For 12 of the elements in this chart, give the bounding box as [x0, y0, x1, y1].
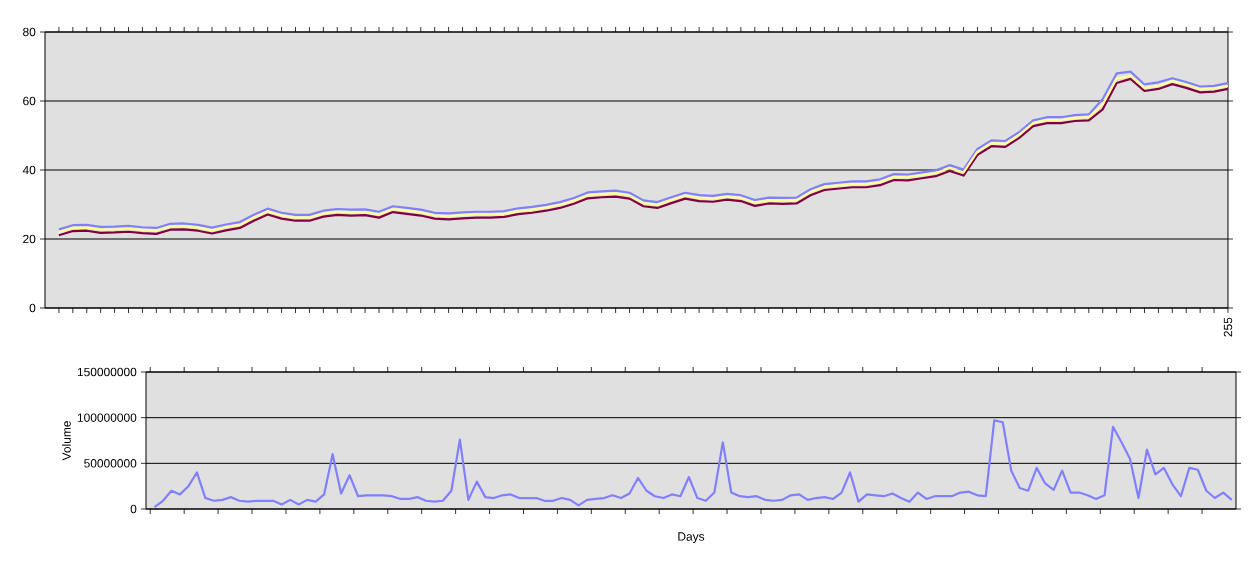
y-tick-label: 60 — [23, 96, 36, 106]
y-tick-label: 150000000 — [77, 367, 137, 377]
y-tick-label: 80 — [23, 27, 36, 37]
y-tick-label: 0 — [130, 504, 137, 514]
y-tick-label: 100000000 — [77, 413, 137, 422]
x-tick-label: 255 — [1223, 317, 1233, 337]
x-axis-title: Days — [678, 532, 705, 544]
y-tick-label: 0 — [29, 303, 36, 313]
y-axis-title: Volume — [62, 421, 71, 461]
y-tick-label: 40 — [22, 165, 36, 175]
y-tick-label: 50000000 — [84, 459, 137, 468]
y-tick-label: 20 — [23, 234, 36, 244]
